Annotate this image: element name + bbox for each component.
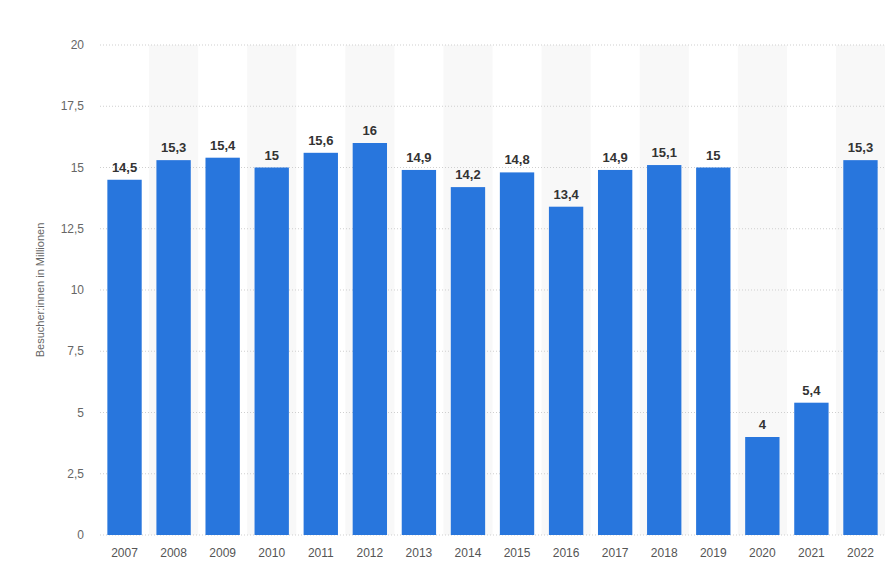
bars [107, 143, 877, 535]
y-tick-label: 15 [71, 161, 85, 175]
bar [353, 143, 387, 535]
grid-line [100, 45, 885, 46]
x-tick-label: 2018 [651, 546, 678, 560]
x-tick-label: 2009 [209, 546, 236, 560]
x-tick-label: 2022 [847, 546, 874, 560]
bar [107, 180, 141, 535]
x-tick-label: 2021 [798, 546, 825, 560]
bar [696, 168, 730, 536]
data-label: 15,3 [161, 140, 186, 155]
y-axis: 0 2,5 5 7,5 10 12,5 15 17,5 20 [61, 38, 885, 542]
x-tick-label: 2013 [406, 546, 433, 560]
y-tick-label: 2,5 [67, 467, 84, 481]
band-stripe [443, 45, 492, 535]
data-label: 13,4 [553, 187, 579, 202]
data-label: 15,3 [848, 140, 873, 155]
data-label: 14,8 [504, 152, 529, 167]
band-stripes [149, 45, 885, 535]
x-tick-label: 2007 [111, 546, 138, 560]
bar [500, 172, 534, 535]
data-labels: 14,5 15,3 15,4 15 15,6 16 14,9 14,2 14,8 13,4 14,9… [112, 123, 873, 432]
x-tick-label: 2015 [504, 546, 531, 560]
bar [843, 160, 877, 535]
x-tick-label: 2017 [602, 546, 629, 560]
chart-svg: 0 2,5 5 7,5 10 12,5 15 17,5 20 Besucher:innen in … [0, 0, 890, 574]
data-label: 15,6 [308, 133, 333, 148]
band-stripe [542, 45, 591, 535]
band-stripe [149, 45, 198, 535]
y-tick-label: 12,5 [61, 222, 85, 236]
data-label: 14,5 [112, 160, 137, 175]
y-tick-label: 10 [71, 283, 85, 297]
bar [255, 168, 289, 536]
x-tick-label: 2012 [356, 546, 383, 560]
bar [647, 165, 681, 535]
y-tick-label: 20 [71, 38, 85, 52]
data-label: 15,1 [652, 145, 677, 160]
band-stripe [836, 45, 885, 535]
bar [402, 170, 436, 535]
y-tick-label: 5 [77, 406, 84, 420]
data-label: 16 [363, 123, 377, 138]
bar [549, 207, 583, 535]
bar [598, 170, 632, 535]
bar [451, 187, 485, 535]
y-tick-label: 0 [77, 528, 84, 542]
x-tick-label: 2010 [258, 546, 285, 560]
x-tick-label: 2020 [749, 546, 776, 560]
bar [794, 403, 828, 535]
y-tick-label: 17,5 [61, 99, 85, 113]
x-tick-label: 2019 [700, 546, 727, 560]
data-label: 15 [706, 148, 720, 163]
x-tick-label: 2008 [160, 546, 187, 560]
y-tick-label: 7,5 [67, 344, 84, 358]
band-stripe [247, 45, 296, 535]
bar [205, 158, 239, 535]
y-axis-label: Besucher:innen in Millionen [34, 223, 46, 358]
band-stripe [640, 45, 689, 535]
data-label: 14,2 [455, 167, 480, 182]
data-label: 5,4 [802, 383, 821, 398]
bar [156, 160, 190, 535]
grid-line [100, 106, 885, 107]
data-label: 14,9 [406, 150, 431, 165]
bar [745, 437, 779, 535]
data-label: 15 [264, 148, 278, 163]
data-label: 15,4 [210, 138, 236, 153]
x-tick-label: 2014 [455, 546, 482, 560]
bar [304, 153, 338, 535]
x-tick-label: 2011 [308, 546, 334, 560]
band-stripe [345, 45, 394, 535]
x-tick-label: 2016 [553, 546, 580, 560]
x-axis: 2007 2008 2009 2010 2011 2012 2013 2014 2015 2016… [111, 546, 874, 560]
data-label: 4 [759, 417, 767, 432]
chart-container: 0 2,5 5 7,5 10 12,5 15 17,5 20 Besucher:innen in … [0, 0, 890, 574]
data-label: 14,9 [603, 150, 628, 165]
